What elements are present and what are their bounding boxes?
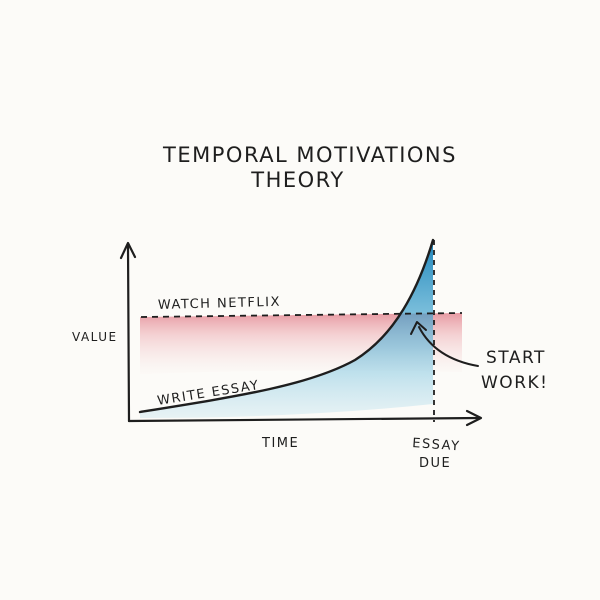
x-axis-label: TIME — [261, 436, 299, 451]
x-axis-arrowhead — [465, 409, 483, 427]
x-axis — [127, 416, 481, 423]
y-axis-arrowhead — [119, 241, 137, 260]
essay-curve — [138, 238, 435, 414]
netflix-label: WATCH NETFLIX — [158, 295, 281, 313]
diagram-title-line2: THEORY — [250, 168, 345, 192]
start-work-arrow — [418, 326, 479, 367]
diagram-title-line1: TEMPORAL MOTIVATIONS — [162, 143, 457, 167]
start-work-label-line2: WORK! — [481, 373, 548, 393]
netflix-line — [140, 312, 463, 318]
start-work-arrowhead — [410, 321, 427, 335]
essay-due-label-line1: ESSAY — [412, 436, 461, 454]
essay-due-label-line2: DUE — [419, 456, 451, 471]
y-axis-label: VALUE — [72, 330, 118, 344]
start-work-label-line1: START — [486, 348, 546, 368]
y-axis — [126, 244, 131, 423]
essay-shading — [140, 240, 433, 418]
